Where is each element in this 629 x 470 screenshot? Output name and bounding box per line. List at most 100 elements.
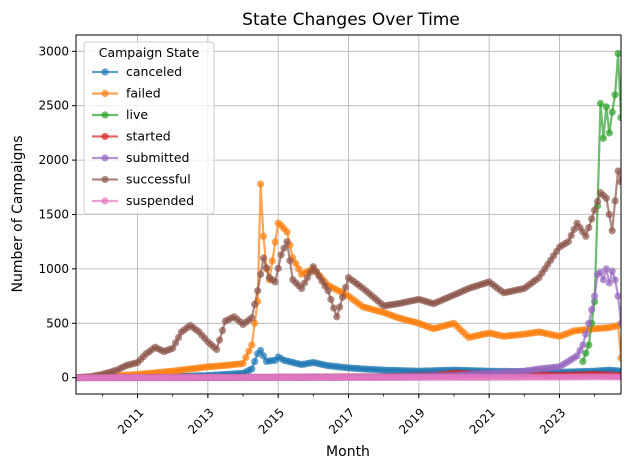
data-point-successful — [591, 206, 599, 214]
data-point-successful — [300, 279, 309, 287]
data-point-submitted — [585, 319, 593, 327]
data-point-failed — [239, 359, 247, 368]
series-successful — [76, 167, 621, 382]
y-axis-title: Number of Campaigns — [10, 135, 26, 292]
data-point-successful — [216, 336, 224, 344]
legend-label: live — [126, 107, 148, 122]
data-point-live — [579, 357, 587, 365]
data-point-successful — [218, 326, 227, 335]
legend-marker — [101, 132, 109, 141]
data-point-submitted — [576, 346, 584, 355]
data-point-successful — [585, 224, 593, 232]
legend-marker — [101, 197, 109, 205]
data-point-successful — [330, 304, 338, 312]
data-point-successful — [582, 232, 590, 240]
data-point-successful — [608, 227, 616, 235]
data-point-submitted — [605, 279, 613, 287]
y-tick-label: 1000 — [38, 262, 69, 276]
data-point-canceled — [257, 346, 265, 355]
series-suspended — [76, 373, 621, 382]
data-point-successful — [327, 295, 335, 303]
data-point-successful — [339, 293, 347, 301]
legend-item-live: live — [92, 107, 148, 122]
legend-label: started — [126, 129, 171, 144]
data-point-failed — [242, 353, 250, 361]
chart-title: State Changes Over Time — [242, 10, 460, 30]
data-point-successful — [257, 270, 265, 278]
y-axis: 0 500 1000 1500 2000 2500 3000 — [38, 44, 76, 385]
legend: Campaign State canceled failed live started… — [83, 41, 215, 215]
data-point-successful — [286, 257, 294, 265]
data-point-canceled — [259, 352, 268, 360]
data-point-successful — [175, 333, 183, 341]
data-point-failed — [245, 347, 253, 355]
data-point-successful — [251, 300, 259, 308]
x-tick-label: 2023 — [537, 405, 568, 436]
y-tick-label: 1500 — [38, 208, 69, 222]
data-point-live — [585, 341, 593, 349]
data-point-successful — [213, 345, 221, 353]
x-axis: 2011 2013 2015 2017 2019 2021 2023 — [101, 394, 596, 437]
x-tick-label: 2013 — [185, 405, 216, 436]
data-point-failed — [257, 180, 265, 188]
data-point-failed — [259, 232, 268, 240]
data-point-failed — [295, 265, 303, 273]
legend-title: Campaign State — [99, 45, 200, 60]
legend-item-submitted: submitted — [92, 150, 189, 165]
data-point-successful — [611, 197, 619, 205]
data-point-successful — [303, 274, 312, 282]
data-point-successful — [280, 244, 288, 252]
legend-item-successful: successful — [92, 172, 191, 187]
data-point-successful — [588, 215, 596, 223]
data-point-failed — [283, 228, 291, 236]
legend-marker — [101, 154, 109, 162]
data-point-submitted — [596, 268, 605, 276]
data-point-successful — [283, 238, 291, 246]
legend-item-canceled: canceled — [92, 64, 182, 79]
x-axis-title: Month — [326, 444, 370, 460]
legend-marker — [101, 89, 109, 98]
data-point-successful — [271, 278, 279, 286]
data-point-successful — [602, 194, 610, 202]
legend-item-started: started — [92, 129, 171, 144]
y-tick-label: 3000 — [38, 44, 69, 58]
series-live — [579, 49, 621, 365]
legend-label: failed — [126, 86, 161, 101]
data-point-successful — [274, 264, 282, 272]
legend-item-suspended: suspended — [92, 193, 194, 208]
data-point-failed — [617, 354, 621, 362]
data-point-submitted — [591, 292, 599, 300]
data-point-successful — [567, 231, 575, 240]
data-point-successful — [169, 344, 177, 352]
data-point-successful — [336, 303, 344, 311]
data-point-successful — [248, 314, 256, 322]
data-point-successful — [254, 287, 262, 295]
data-point-successful — [324, 287, 332, 295]
data-point-successful — [605, 210, 613, 219]
y-tick-label: 2000 — [38, 153, 69, 167]
data-point-canceled — [251, 357, 259, 365]
data-point-failed — [292, 259, 300, 268]
data-point-submitted — [608, 267, 616, 275]
data-point-successful — [298, 284, 306, 293]
data-point-submitted — [602, 265, 610, 273]
data-point-successful — [594, 197, 602, 205]
data-point-submitted — [582, 330, 590, 338]
x-tick-label: 2015 — [256, 405, 287, 436]
legend-box — [83, 41, 215, 215]
data-point-failed — [248, 341, 256, 349]
x-tick-label: 2019 — [396, 405, 427, 436]
x-tick-label: 2021 — [467, 405, 498, 436]
data-point-submitted — [579, 341, 587, 349]
y-tick-label: 2500 — [38, 99, 69, 113]
data-point-suspended — [617, 373, 621, 381]
data-point-submitted — [617, 319, 621, 327]
legend-label: successful — [126, 172, 191, 187]
data-point-successful — [262, 264, 271, 272]
data-point-submitted — [573, 352, 581, 360]
data-point-successful — [570, 225, 578, 233]
x-tick-label: 2011 — [115, 405, 146, 436]
data-point-successful — [172, 339, 180, 347]
data-point-successful — [306, 268, 314, 276]
